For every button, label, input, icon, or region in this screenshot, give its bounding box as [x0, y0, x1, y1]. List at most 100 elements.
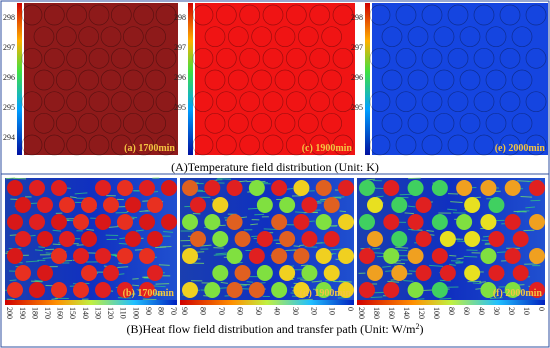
particle-outline: [421, 134, 443, 156]
particle-outline: [369, 47, 391, 69]
flow-streak: [463, 255, 478, 258]
particle: [212, 231, 229, 247]
particle-outline: [33, 26, 55, 48]
particle: [480, 282, 497, 298]
particle: [182, 248, 198, 264]
panel-label: (f) 2000min: [493, 288, 543, 299]
particle-outline: [55, 69, 77, 91]
particle-outline: [499, 4, 521, 26]
particle-outline: [499, 134, 521, 156]
panel-label: (a) 1700min: [124, 143, 175, 154]
particle-outline: [381, 112, 403, 134]
tick-label: 296: [174, 73, 186, 82]
particle-outline: [78, 112, 100, 134]
particle: [504, 180, 521, 196]
particle-outline: [66, 47, 88, 69]
particle-outline: [110, 4, 132, 26]
flow-streak: [34, 249, 43, 252]
particle: [480, 214, 497, 230]
particle-outline: [525, 134, 547, 156]
flow-streak: [455, 261, 464, 263]
colorbar: [5, 300, 177, 305]
particle-outline: [407, 26, 429, 48]
particle-outline: [21, 47, 43, 69]
particle-outline: [395, 47, 417, 69]
particle-outline: [78, 69, 100, 91]
particle-outline: [88, 4, 110, 26]
particle: [431, 214, 448, 230]
particle-outline: [459, 69, 481, 91]
particle-outline: [21, 4, 43, 26]
particle: [7, 180, 23, 196]
flow-streak: [108, 225, 120, 228]
particle-outline: [66, 91, 88, 113]
particle: [464, 231, 481, 247]
particle: [161, 180, 177, 196]
tick-label: 160: [56, 307, 65, 319]
particle: [301, 231, 318, 247]
particle-outline: [155, 4, 177, 26]
particle-outline: [297, 26, 319, 48]
particle: [439, 231, 456, 247]
particle-outline: [285, 47, 307, 69]
particle: [125, 197, 141, 213]
particle-outline: [433, 26, 455, 48]
particle: [204, 282, 221, 298]
particle: [103, 265, 119, 281]
particle-outline: [145, 26, 167, 48]
particle-outline: [447, 47, 469, 69]
particle-outline: [110, 91, 132, 113]
tick-label: 295: [174, 103, 186, 112]
tick-label: 90: [144, 307, 153, 315]
particle: [512, 231, 529, 247]
particle: [59, 231, 75, 247]
particle: [271, 180, 288, 196]
particle: [139, 180, 155, 196]
particle: [279, 265, 296, 281]
tick-label: 140: [402, 307, 411, 319]
particle-outline: [110, 134, 132, 156]
particle-outline: [297, 69, 319, 91]
particle: [226, 180, 243, 196]
flow-streak: [74, 192, 88, 195]
particle: [256, 231, 273, 247]
particle: [182, 214, 198, 230]
particle-outline: [407, 69, 429, 91]
particle: [190, 197, 206, 213]
flow-streak: [132, 278, 139, 280]
panel-label: (b) 1700min: [123, 288, 175, 299]
colorbar: [188, 3, 193, 155]
flow-streak: [117, 266, 129, 269]
particle: [338, 282, 354, 298]
particle-outline: [122, 112, 144, 134]
flow-streak: [142, 298, 157, 301]
tick-label: 296: [351, 73, 363, 82]
flow-streak: [394, 262, 406, 265]
tick-label: 10: [328, 307, 337, 315]
particle: [407, 282, 424, 298]
flow-streak: [403, 279, 414, 282]
particle: [37, 265, 53, 281]
particle: [117, 214, 133, 230]
particle: [59, 197, 75, 213]
particle-outline: [215, 134, 237, 156]
particle-outline: [215, 47, 237, 69]
particle-outline: [155, 47, 177, 69]
particle: [271, 282, 288, 298]
flow-streak: [450, 201, 463, 203]
particle: [415, 265, 432, 281]
particle-outline: [155, 91, 177, 113]
colorbar: [365, 3, 370, 155]
particle-outline: [459, 112, 481, 134]
particle: [504, 214, 521, 230]
flow-streak: [86, 228, 95, 231]
tick-label: 140: [81, 307, 90, 319]
particle: [51, 282, 67, 298]
tick-label: 298: [351, 13, 363, 22]
flow-streak: [13, 177, 27, 180]
particle-outline: [122, 26, 144, 48]
particle: [359, 180, 375, 196]
particle: [234, 265, 251, 281]
particle: [488, 197, 505, 213]
flow-streak: [447, 208, 457, 211]
